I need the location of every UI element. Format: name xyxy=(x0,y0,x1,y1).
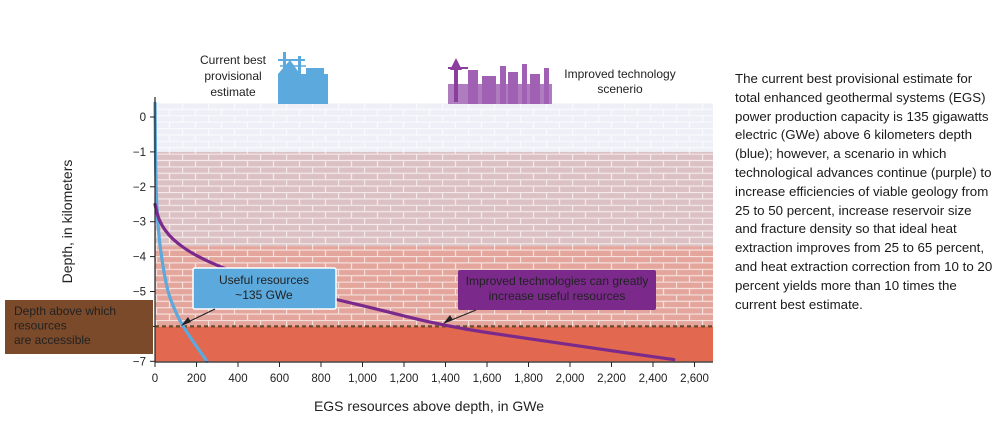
annotation-line: provisional xyxy=(204,69,261,83)
y-tick-label: −4 xyxy=(133,252,147,264)
x-tick-label: 2,000 xyxy=(556,373,585,385)
annotation-line: resources xyxy=(14,319,67,333)
x-tick-label: 1,400 xyxy=(431,373,460,385)
y-tick-label: −3 xyxy=(133,217,146,229)
x-tick-label: 2,600 xyxy=(680,373,709,385)
x-tick-label: 0 xyxy=(152,373,158,385)
axes xyxy=(154,97,713,363)
x-tick-label: 800 xyxy=(311,373,330,385)
power-plant-icon-blue xyxy=(278,52,328,104)
description-text: The current best provisional estimate fo… xyxy=(735,71,993,312)
annotation-line: Current best xyxy=(200,53,267,67)
x-tick-label: 1,200 xyxy=(390,373,419,385)
x-tick-label: 2,200 xyxy=(597,373,626,385)
tick-labels: 0−1−2−3−4−5−6−702004006008001,0001,2001,… xyxy=(133,112,709,385)
power-plant-icon-purple xyxy=(448,58,552,104)
x-tick-label: 200 xyxy=(187,373,206,385)
y-tick-label: −1 xyxy=(133,147,146,159)
annotation-line: estimate xyxy=(210,85,256,99)
annotation-line: Improved technology xyxy=(564,67,675,81)
x-tick-label: 1,600 xyxy=(473,373,502,385)
x-tick-label: 1,000 xyxy=(348,373,377,385)
improved-technologies-callout: Improved technologies can greatlyincreas… xyxy=(443,270,656,324)
y-tick-label: −5 xyxy=(133,287,146,299)
y-tick-label: 0 xyxy=(140,112,146,124)
annotation-line: ~135 GWe xyxy=(235,288,293,302)
y-tick-label: −2 xyxy=(133,182,146,194)
useful-resources-callout: Useful resources~135 GWe xyxy=(181,267,337,326)
x-tick-label: 1,800 xyxy=(514,373,543,385)
x-tick-label: 600 xyxy=(270,373,289,385)
annotation-line: increase useful resources xyxy=(489,289,626,303)
x-tick-label: 400 xyxy=(228,373,247,385)
y-tick-label: −7 xyxy=(133,356,146,368)
rock-layer-3 xyxy=(155,326,713,362)
annotation-line: Useful resources xyxy=(219,273,309,287)
annotation-line: Improved technologies can greatly xyxy=(466,274,649,288)
annotation-line: scenerio xyxy=(597,82,643,96)
y-axis-label: Depth, in kilometers xyxy=(59,160,75,284)
x-tick-label: 2,400 xyxy=(639,373,668,385)
annotation-line: Depth above which xyxy=(14,304,116,318)
current-estimate-title: Current best provisional estimate xyxy=(200,53,267,99)
x-axis-label: EGS resources above depth, in GWe xyxy=(314,398,544,414)
annotation-line: are accessible xyxy=(14,333,91,347)
